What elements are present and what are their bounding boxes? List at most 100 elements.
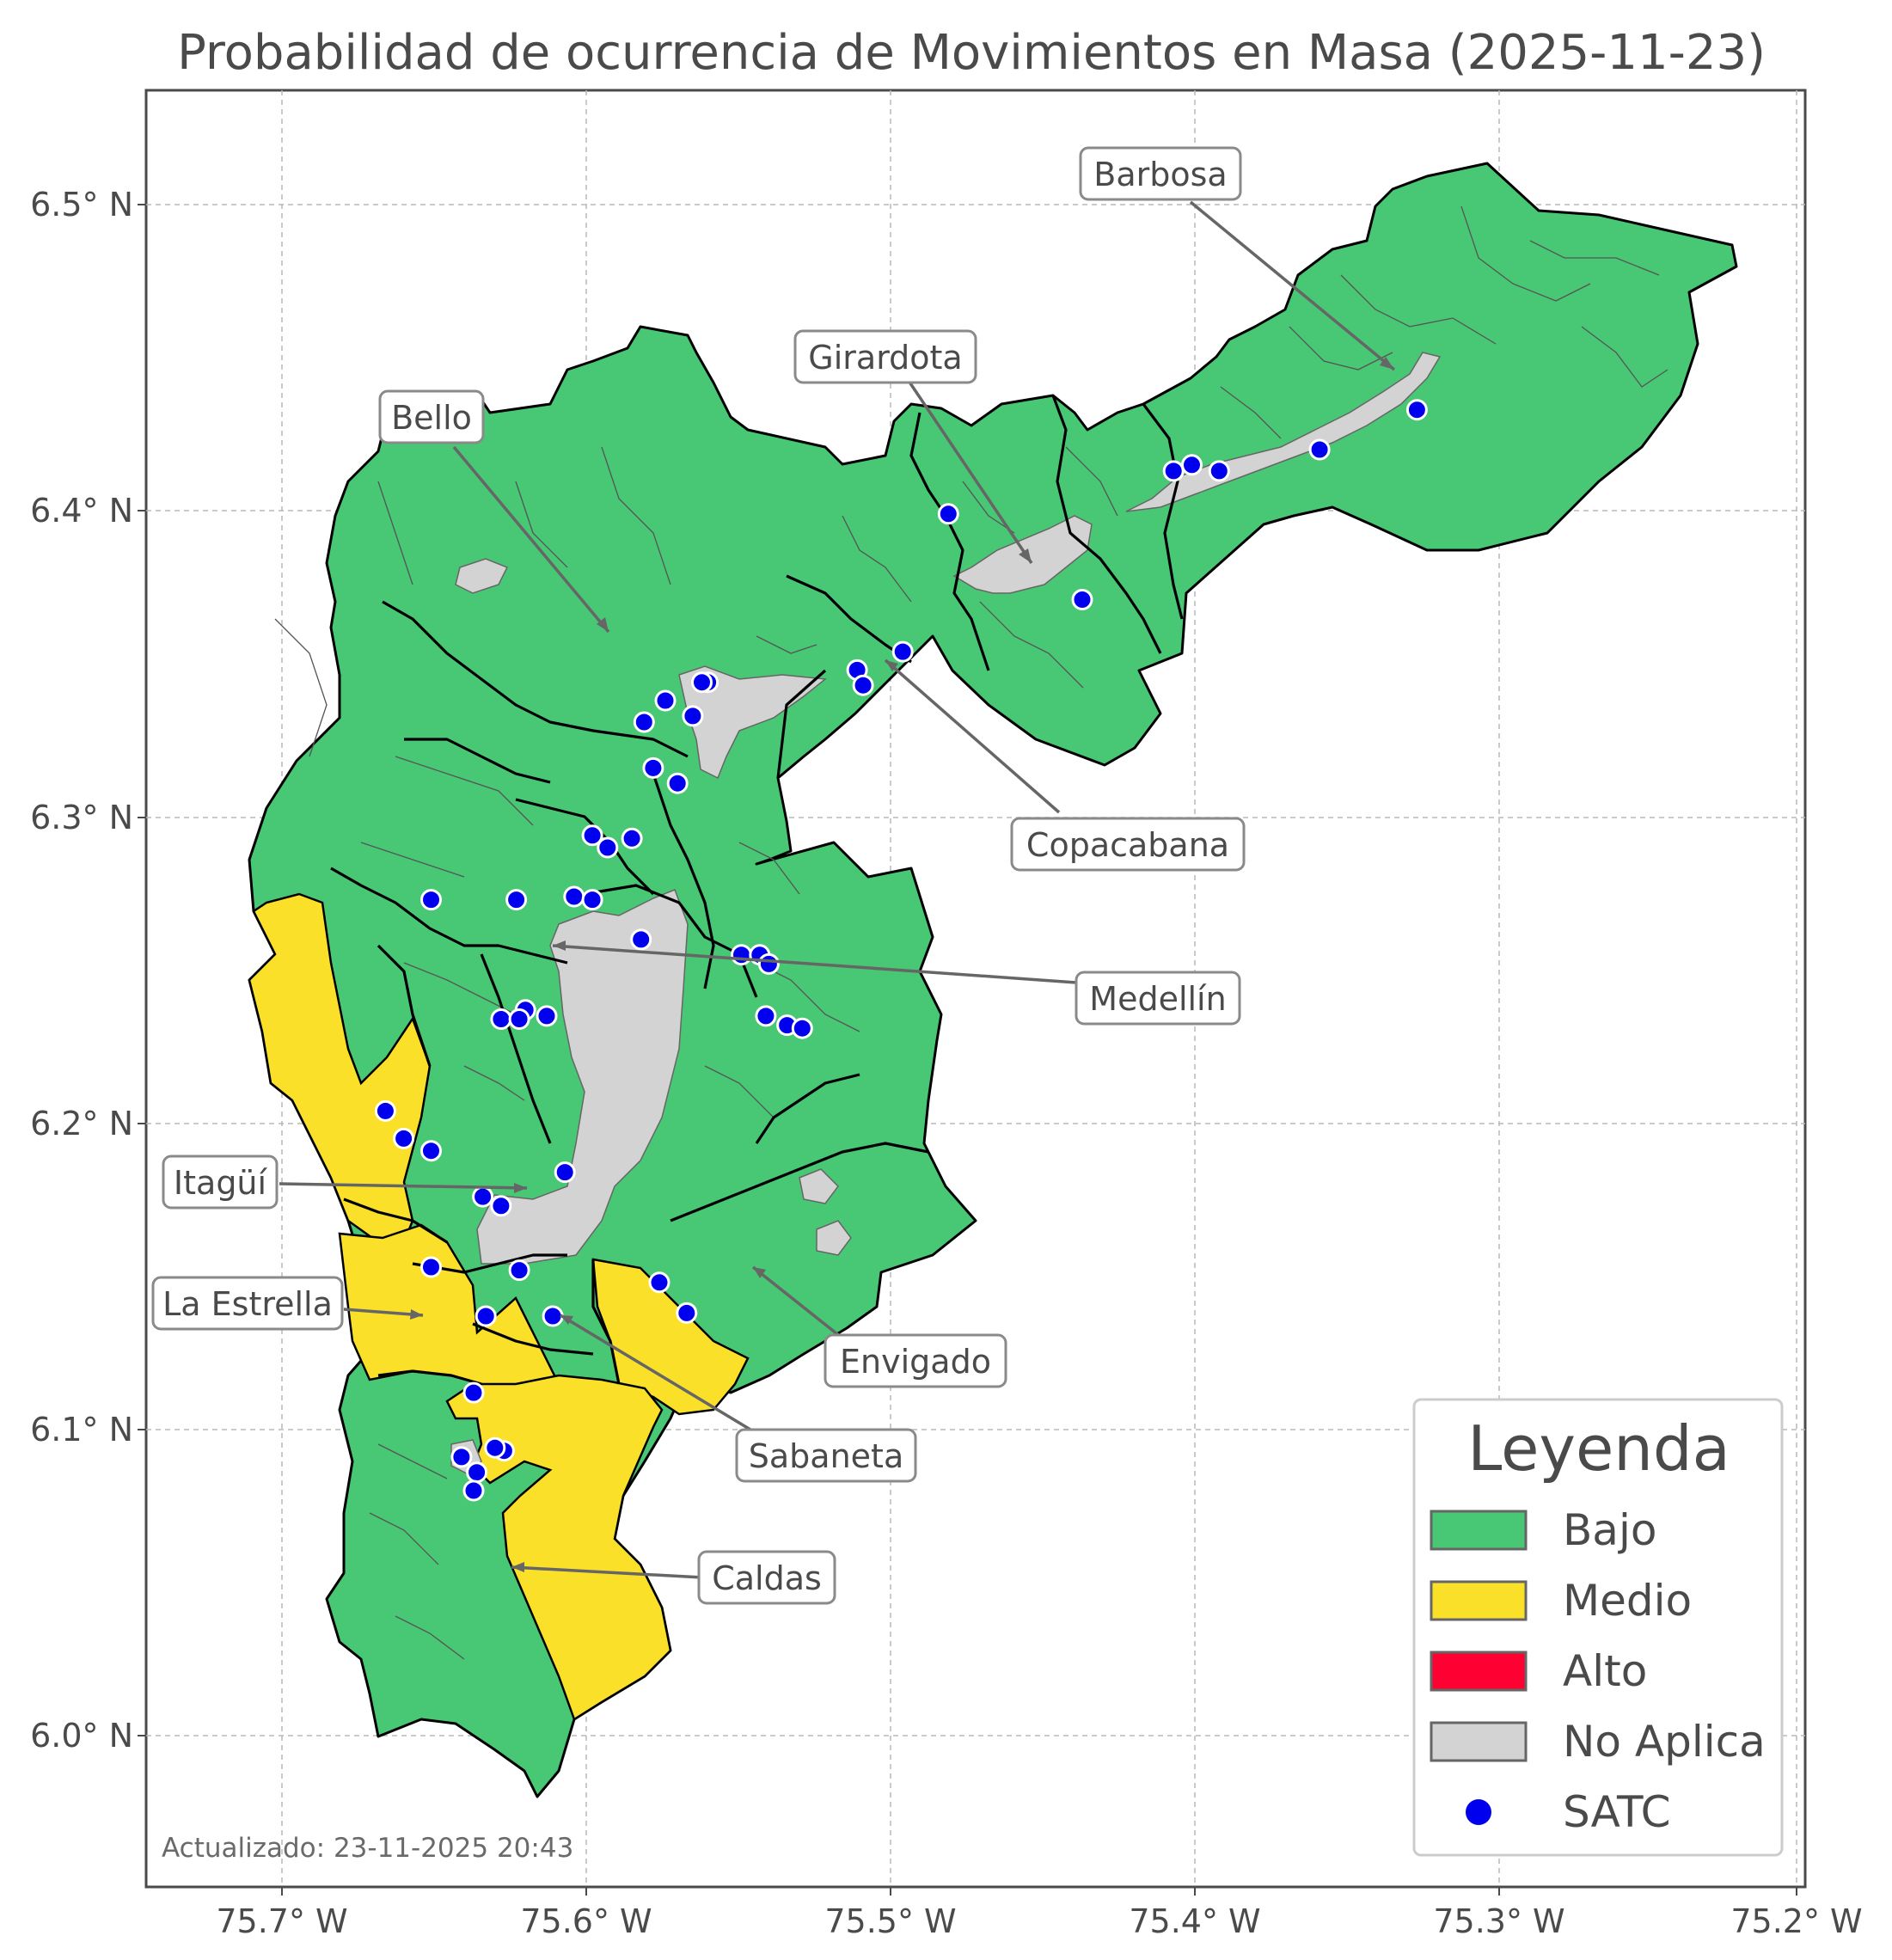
x-tick-labels: 75.7° W 75.6° W 75.5° W 75.4° W 75.3° W … xyxy=(216,1902,1862,1940)
arrow-medellin xyxy=(552,944,1077,984)
satc-station-marker xyxy=(472,1185,494,1208)
y-tick-label: 6.2° N xyxy=(30,1105,133,1142)
legend-label-no-aplica: No Aplica xyxy=(1563,1717,1766,1767)
label-girardota: Girardota xyxy=(808,339,962,377)
satc-station-marker xyxy=(450,1446,473,1468)
satc-station-marker xyxy=(393,1127,415,1149)
satc-station-marker xyxy=(554,1161,576,1184)
legend-marker-satc xyxy=(1466,1799,1491,1825)
label-itagui: Itagüí xyxy=(174,1164,268,1202)
satc-station-marker xyxy=(676,1302,698,1324)
satc-station-marker xyxy=(1308,438,1331,461)
region-na-bello xyxy=(678,665,827,780)
satc-station-marker xyxy=(420,889,442,911)
satc-station-marker xyxy=(691,671,713,694)
x-tick-label: 75.6° W xyxy=(520,1902,652,1940)
satc-station-marker xyxy=(420,1140,442,1162)
callout-arrows xyxy=(279,200,1396,1579)
y-tick-label: 6.4° N xyxy=(30,492,133,530)
chart-title: Probabilidad de ocurrencia de Movimiento… xyxy=(177,25,1766,81)
callout-caldas: Caldas xyxy=(697,1550,836,1605)
satc-station-marker xyxy=(1181,454,1203,476)
y-tick-label: 6.3° N xyxy=(30,799,133,836)
satc-station-marker xyxy=(563,885,585,908)
satc-station-marker xyxy=(484,1436,506,1459)
satc-station-marker xyxy=(581,824,603,847)
label-caldas: Caldas xyxy=(712,1559,822,1597)
x-tick-label: 75.3° W xyxy=(1433,1902,1564,1940)
label-envigado: Envigado xyxy=(840,1343,991,1381)
satc-station-marker xyxy=(542,1305,564,1327)
satc-station-marker xyxy=(852,674,874,696)
arrow-itagui xyxy=(279,1182,528,1190)
y-tick-label: 6.5° N xyxy=(30,186,133,224)
municipality-boundaries xyxy=(330,395,1184,1386)
satc-station-marker xyxy=(621,827,643,849)
satc-station-marker xyxy=(891,640,914,663)
satc-station-marker xyxy=(508,1008,530,1030)
legend-label-satc: SATC xyxy=(1563,1787,1671,1837)
arrow-girardota xyxy=(905,377,1033,564)
satc-station-marker xyxy=(648,1271,670,1294)
arrow-bello xyxy=(452,445,610,634)
satc-station-marker xyxy=(490,1195,512,1217)
satc-station-marker xyxy=(757,952,780,975)
satc-station-marker xyxy=(1405,399,1428,421)
arrow-caldas xyxy=(511,1565,703,1579)
x-tick-label: 75.5° W xyxy=(824,1902,956,1940)
label-bello: Bello xyxy=(391,399,472,437)
legend-label-bajo: Bajo xyxy=(1563,1505,1656,1555)
satc-station-marker xyxy=(755,1005,777,1027)
satc-station-marker xyxy=(374,1099,396,1122)
y-tick-labels: 6.5° N 6.4° N 6.3° N 6.2° N 6.1° N 6.0° … xyxy=(30,186,133,1755)
arrow-sabaneta xyxy=(560,1314,751,1431)
legend-label-alto: Alto xyxy=(1563,1646,1647,1696)
y-tick-label: 6.1° N xyxy=(30,1411,133,1449)
label-barbosa: Barbosa xyxy=(1093,156,1227,193)
satc-station-marker xyxy=(654,689,677,712)
satc-station-marker xyxy=(1071,589,1093,610)
satc-station-marker xyxy=(1162,460,1185,482)
updated-timestamp: Actualizado: 23-11-2025 20:43 xyxy=(162,1833,573,1864)
y-tick-label: 6.0° N xyxy=(30,1717,133,1755)
label-la-estrella: La Estrella xyxy=(162,1285,333,1323)
legend-swatch-alto xyxy=(1430,1651,1528,1692)
callout-sabaneta: Sabaneta xyxy=(735,1428,917,1483)
x-tick-label: 75.7° W xyxy=(216,1902,347,1940)
satc-station-marker xyxy=(791,1017,813,1039)
satc-station-marker xyxy=(462,1381,485,1404)
satc-station-marker xyxy=(937,503,959,525)
legend-swatch-medio xyxy=(1430,1580,1528,1621)
satc-station-marker xyxy=(581,889,603,911)
region-na-barbosa xyxy=(1125,352,1442,512)
callout-bello: Bello xyxy=(378,389,485,444)
satc-station-marker xyxy=(731,944,752,966)
satc-station-marker xyxy=(475,1305,497,1327)
satc-station-marker xyxy=(505,889,528,911)
region-layer xyxy=(248,162,1738,1798)
legend-title: Leyenda xyxy=(1467,1412,1730,1485)
label-medellin: Medellín xyxy=(1089,980,1226,1018)
satc-station-marker xyxy=(466,1461,488,1484)
x-tick-label: 75.4° W xyxy=(1129,1902,1260,1940)
callout-la-estrella: La Estrella xyxy=(151,1276,344,1331)
satc-station-marker xyxy=(420,1256,442,1278)
region-na-bello-north xyxy=(455,558,509,594)
satc-station-marker xyxy=(536,1005,558,1027)
satc-station-marker xyxy=(462,1479,485,1502)
satc-station-marker xyxy=(490,1008,512,1030)
region-na-envigado xyxy=(799,1168,839,1204)
x-tick-label: 75.2° W xyxy=(1730,1902,1862,1940)
callout-girardota: Girardota xyxy=(793,329,977,384)
satc-station-marker xyxy=(630,928,652,951)
legend-swatch-bajo xyxy=(1430,1510,1528,1551)
satc-station-marker xyxy=(642,756,664,779)
callout-itagui: Itagüí xyxy=(162,1155,279,1210)
arrow-barbosa xyxy=(1189,200,1396,371)
callout-medellin: Medellín xyxy=(1075,971,1241,1026)
satc-station-marker xyxy=(682,705,704,727)
region-na-southeast xyxy=(816,1220,852,1256)
satc-station-marker xyxy=(1208,460,1230,482)
satc-station-marker xyxy=(666,772,689,794)
arrow-la-estrella xyxy=(343,1308,424,1317)
